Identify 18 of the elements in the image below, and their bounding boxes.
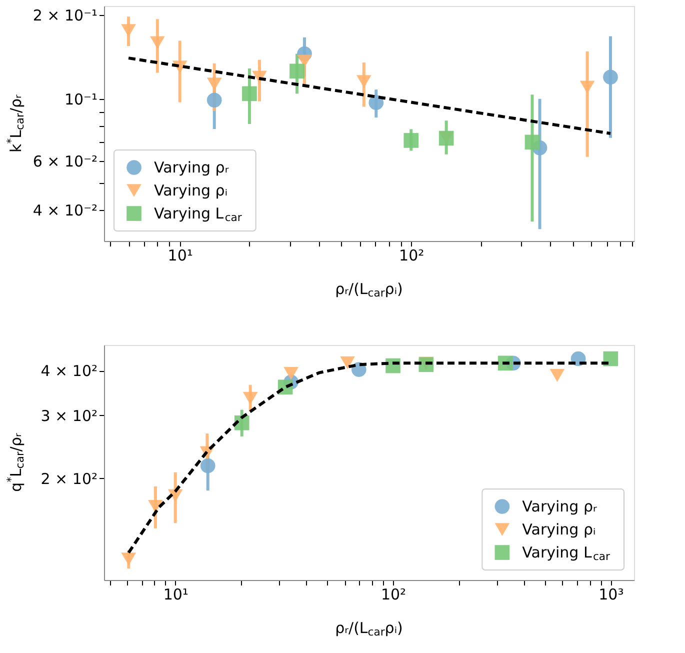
y-tick-label: 3 × 10² [40,406,98,425]
y-tick-label: 6 × 10⁻² [32,152,98,170]
x-tick-label: 10² [380,586,406,604]
x-tick-label: 10¹ [163,586,188,604]
y-axis-title: q*Lcar/ρᵣ [4,433,26,492]
y-tick-label: 4 × 10² [40,362,98,380]
legend-label: Varying ρᵣ [522,498,597,516]
y-tick-label: 10⁻¹ [64,90,98,108]
y-tick-label: 2 × 10⁻¹ [32,6,98,24]
legend-label: Varying ρᵣ [154,158,229,176]
y-tick-label: 2 × 10² [40,470,98,488]
x-tick-label: 10³ [598,586,624,604]
legend-label: Varying ρᵢ [154,182,228,200]
legend-label: Varying ρᵢ [522,520,596,538]
y-tick-label: 4 × 10⁻² [32,202,98,220]
x-tick-label: 10² [399,246,424,264]
x-tick-label: 10¹ [168,246,193,264]
y-axis-title: k*Lcar/ρᵣ [4,94,26,152]
